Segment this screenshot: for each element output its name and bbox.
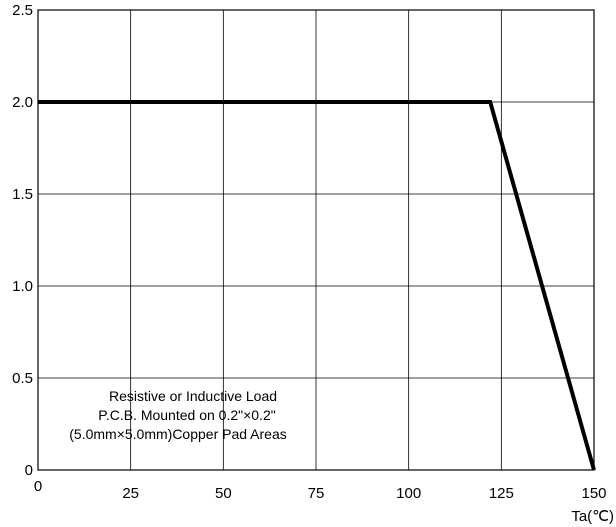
x-tick-label: 50 bbox=[215, 485, 232, 502]
y-tick-labels: 0 0.5 1.0 1.5 2.0 2.5 bbox=[12, 2, 33, 479]
x-tick-label: 150 bbox=[581, 485, 606, 502]
y-tick-label: 1.5 bbox=[12, 186, 33, 203]
annotation-line-1: Resistive or Inductive Load bbox=[109, 388, 277, 404]
annotation-line-3: (5.0mm×5.0mm)Copper Pad Areas bbox=[69, 426, 286, 442]
x-tick-label: 125 bbox=[489, 485, 514, 502]
x-tick-label: 25 bbox=[122, 485, 139, 502]
x-tick-label: 75 bbox=[308, 485, 325, 502]
y-tick-label: 0.5 bbox=[12, 370, 33, 387]
x-tick-label: 0 bbox=[34, 478, 42, 495]
y-tick-label: 2.0 bbox=[12, 94, 33, 111]
y-tick-label: 0 bbox=[25, 462, 33, 479]
y-tick-label: 2.5 bbox=[12, 2, 33, 19]
x-tick-label: 100 bbox=[396, 485, 421, 502]
x-axis-label: Ta(℃) bbox=[571, 508, 614, 525]
series-layer bbox=[38, 100, 596, 471]
x-tick-labels: 0 25 50 75 100 125 150 bbox=[34, 478, 607, 502]
y-tick-label: 1.0 bbox=[12, 278, 33, 295]
plot-frame bbox=[37, 9, 595, 471]
annotation-line-2: P.C.B. Mounted on 0.2"×0.2" bbox=[98, 407, 275, 423]
series-line bbox=[38, 100, 596, 471]
